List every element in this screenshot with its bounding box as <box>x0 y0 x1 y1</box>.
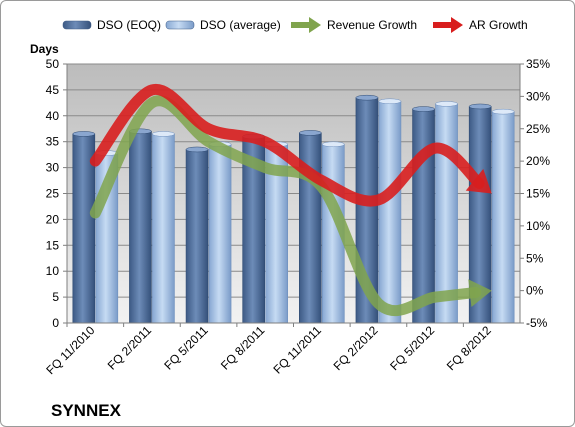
y-tick-label: 30 <box>46 161 60 175</box>
bar-dso-eoq <box>412 108 435 324</box>
y-tick-label: 45 <box>46 83 60 97</box>
y2-tick-label: 0% <box>526 284 544 298</box>
y-tick-label: 25 <box>46 187 60 201</box>
chart-title: SYNNEX <box>51 401 122 420</box>
arrowhead-revenue-growth <box>468 279 492 308</box>
bar-top <box>412 106 435 112</box>
x-tick-label: FQ 8/2012 <box>444 323 494 373</box>
legend-label: DSO (EOQ) <box>97 18 161 32</box>
y2-tick-label: 15% <box>526 187 550 201</box>
legend-arrow-icon <box>451 17 463 33</box>
y2-tick-label: 25% <box>526 122 550 136</box>
y2-tick-label: 5% <box>526 251 544 265</box>
bar-top <box>152 131 175 137</box>
y2-tick-label: 20% <box>526 154 550 168</box>
line-ar-growth <box>89 84 485 207</box>
bar-dso-average <box>208 143 232 324</box>
x-tick-label: FQ 2/2012 <box>331 323 381 373</box>
bar-top <box>72 131 96 137</box>
y-tick-label: 40 <box>46 109 60 123</box>
legend-label: DSO (average) <box>200 18 281 32</box>
bar-top <box>435 101 458 107</box>
legend-swatch <box>165 20 195 30</box>
y-tick-label: 15 <box>46 238 60 252</box>
bar-top <box>322 141 345 148</box>
y-tick-label: 20 <box>46 212 60 226</box>
bar-dso-average <box>378 100 402 324</box>
legend-label: Revenue Growth <box>327 18 417 32</box>
x-tick-label: FQ 11/2010 <box>43 323 97 377</box>
bar-top <box>185 146 209 153</box>
y-tick-label: 35 <box>46 135 60 149</box>
y-tick-label: 0 <box>52 316 59 330</box>
bar-top <box>491 108 515 115</box>
arrowhead-ar-growth <box>465 168 492 194</box>
x-tick-label: FQ 5/2011 <box>161 323 211 373</box>
legend-swatch <box>62 20 92 30</box>
y2-tick-label: 10% <box>526 219 550 233</box>
bar-top <box>355 94 379 101</box>
bar-dso-eoq <box>129 131 152 324</box>
y-tick-label: 10 <box>46 264 60 278</box>
bar-top <box>468 103 492 110</box>
legend-arrow-icon <box>309 17 321 33</box>
bar-dso-average <box>491 111 515 324</box>
y-tick-label: 50 <box>46 57 60 71</box>
y2-tick-label: 35% <box>526 57 550 71</box>
bar-dso-average <box>152 133 175 324</box>
y-tick-label: 5 <box>52 290 59 304</box>
x-tick-label: FQ 8/2011 <box>218 323 268 373</box>
y2-tick-label: 30% <box>526 89 550 103</box>
x-tick-label: FQ 5/2012 <box>387 323 437 373</box>
bar-top <box>378 98 402 105</box>
legend-label: AR Growth <box>469 18 528 32</box>
x-tick-label: FQ 11/2011 <box>270 323 324 377</box>
x-tick-label: FQ 2/2011 <box>105 323 155 373</box>
bar-dso-eoq <box>185 149 209 324</box>
line-revenue-growth <box>89 95 482 316</box>
bar-top <box>299 130 322 136</box>
y-axis-label: Days <box>30 42 59 56</box>
y2-tick-label: -5% <box>526 316 548 330</box>
